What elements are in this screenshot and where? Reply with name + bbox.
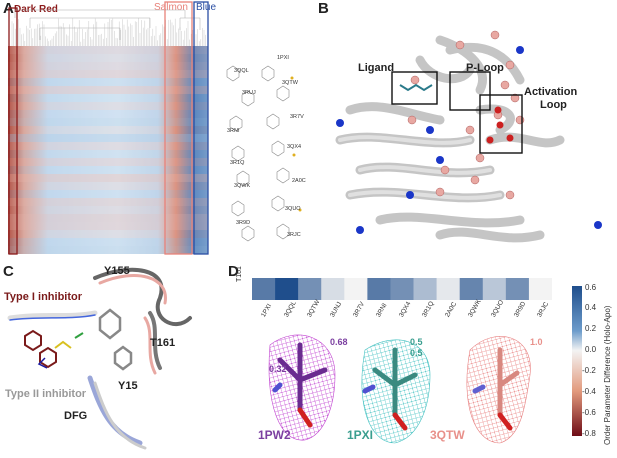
heat-cell xyxy=(344,278,368,300)
panel-b-letter: B xyxy=(318,0,329,17)
occ-1pxi-b: 0.5 xyxy=(410,348,423,358)
heat-column-label: 3R1Q xyxy=(421,300,436,319)
heat-column-label: 3QQL xyxy=(282,299,298,319)
dfg-label: DFG xyxy=(64,410,88,422)
t161-label: T161 xyxy=(150,337,176,349)
heatmap-a xyxy=(8,46,208,254)
ligand-box xyxy=(391,71,438,105)
heat-cell xyxy=(390,278,414,300)
code-3qtw: 3QTW xyxy=(282,80,298,86)
occ-1pw2-b: 0.68 xyxy=(330,337,348,347)
heat-column-label: 3RNI xyxy=(374,302,389,319)
heat-cell xyxy=(321,278,345,300)
t161-row-label: T161 xyxy=(236,266,243,282)
heat-column-label: 3R7V xyxy=(351,300,367,319)
panel-a-figure xyxy=(8,1,209,255)
dendrogram xyxy=(14,9,201,40)
heat-column-label: 3QX4 xyxy=(398,300,413,319)
cbar-tick: 0.4 xyxy=(585,303,597,312)
code-3ruj: 3RUJ xyxy=(242,90,256,96)
ligand-label: Ligand xyxy=(358,62,395,74)
code-3qwk: 3QWK xyxy=(234,183,251,189)
loop-label: Loop xyxy=(540,99,567,111)
cbar-tick: -0.8 xyxy=(582,429,596,438)
structure-1pw2-label: 1PW2 xyxy=(258,428,291,442)
heat-cell xyxy=(275,278,299,300)
heat-cell xyxy=(436,278,460,300)
heat-column-label: 3QUO xyxy=(490,299,506,319)
panel-d-densities xyxy=(268,334,531,444)
blue-label: Blue xyxy=(196,2,217,13)
heat-cell xyxy=(367,278,391,300)
heat-column-label: 1PXI xyxy=(259,302,273,319)
heat-column-label: 3QWK xyxy=(467,298,483,319)
type2-inhibitor-label: Type II inhibitor xyxy=(5,388,87,400)
panel-d-letter: D xyxy=(228,263,239,280)
code-3r7v: 3R7V xyxy=(290,114,304,120)
panel-b-protein xyxy=(335,30,602,243)
heat-column-label: 3R9D xyxy=(513,300,528,319)
code-3rjc: 3RJC xyxy=(287,232,301,238)
code-2a0c: 2A0C xyxy=(292,178,306,184)
cbar-tick: -0.2 xyxy=(582,366,596,375)
cbar-tick: -0.6 xyxy=(582,408,596,417)
heat-column-label: 2A0C xyxy=(444,300,459,319)
y15-label: Y15 xyxy=(118,380,138,392)
colorbar xyxy=(572,286,582,436)
dark-red-label: Dark Red xyxy=(14,4,58,15)
cbar-tick: 0.0 xyxy=(585,345,597,354)
colorbar-label: Order Parameter Difference (Holo-Apo) xyxy=(603,305,612,445)
cbar-tick: 0.6 xyxy=(585,283,597,292)
p-loop-box xyxy=(449,71,491,111)
panel-d-column-labels: 1PXI 3QQL 3QTW 3UNJ 3R7V 3RNI 3QX4 3R1Q 2A0C 3QWK… xyxy=(252,298,552,319)
code-3r9d: 3R9D xyxy=(236,220,251,226)
code-3qx4: 3QX4 xyxy=(287,144,302,150)
p-loop-label: P-Loop xyxy=(466,62,504,74)
code-3quo: 3QUO xyxy=(285,206,301,212)
heat-cell xyxy=(528,278,552,300)
salmon-label: Salmon xyxy=(154,2,188,13)
occ-1pw2-a: 0.32 xyxy=(269,364,287,374)
activation-loop-box xyxy=(479,94,523,154)
code-3rni: 3RNI xyxy=(227,128,240,134)
activation-label: Activation xyxy=(524,86,578,98)
structure-1pxi-label: 1PXI xyxy=(347,428,374,442)
panel-d-heatmap xyxy=(252,278,552,300)
colorbar-ticks: 0.6 0.4 0.2 0.0 -0.2 -0.4 -0.6 -0.8 xyxy=(582,283,601,443)
code-3r1q: 3R1Q xyxy=(230,160,245,166)
salmon-box xyxy=(164,1,193,255)
y155-label: Y155 xyxy=(104,265,130,277)
heat-cell xyxy=(252,278,276,300)
heat-column-label: 3UNJ xyxy=(328,300,343,319)
panel-c-structure xyxy=(7,267,192,450)
blue-box xyxy=(193,1,209,255)
panel-c-letter: C xyxy=(3,263,14,280)
occ-3qtw-a: 1.0 xyxy=(530,337,543,347)
cbar-tick: -0.4 xyxy=(582,387,596,396)
heat-column-label: 3RJC xyxy=(536,300,551,319)
occ-1pxi-a: 0.5 xyxy=(410,337,423,347)
heat-cell xyxy=(482,278,507,300)
type1-inhibitor-label: Type I inhibitor xyxy=(4,291,83,303)
dark-red-box xyxy=(8,7,18,255)
code-3qql: 3QQL xyxy=(234,68,249,74)
heat-cell xyxy=(459,278,484,300)
heat-cell xyxy=(413,278,437,300)
ligand-structures: 1PXI 3QQL 3QTW 3RUJ 3R7V 3RNI 3QX4 3R1Q … xyxy=(222,55,312,250)
code-1pxi: 1PXI xyxy=(277,55,289,61)
structure-3qtw-label: 3QTW xyxy=(430,428,465,442)
heat-cell xyxy=(505,278,530,300)
heat-column-label: 3QTW xyxy=(305,298,322,319)
cbar-tick: 0.2 xyxy=(585,324,597,333)
heat-cell xyxy=(298,278,322,300)
